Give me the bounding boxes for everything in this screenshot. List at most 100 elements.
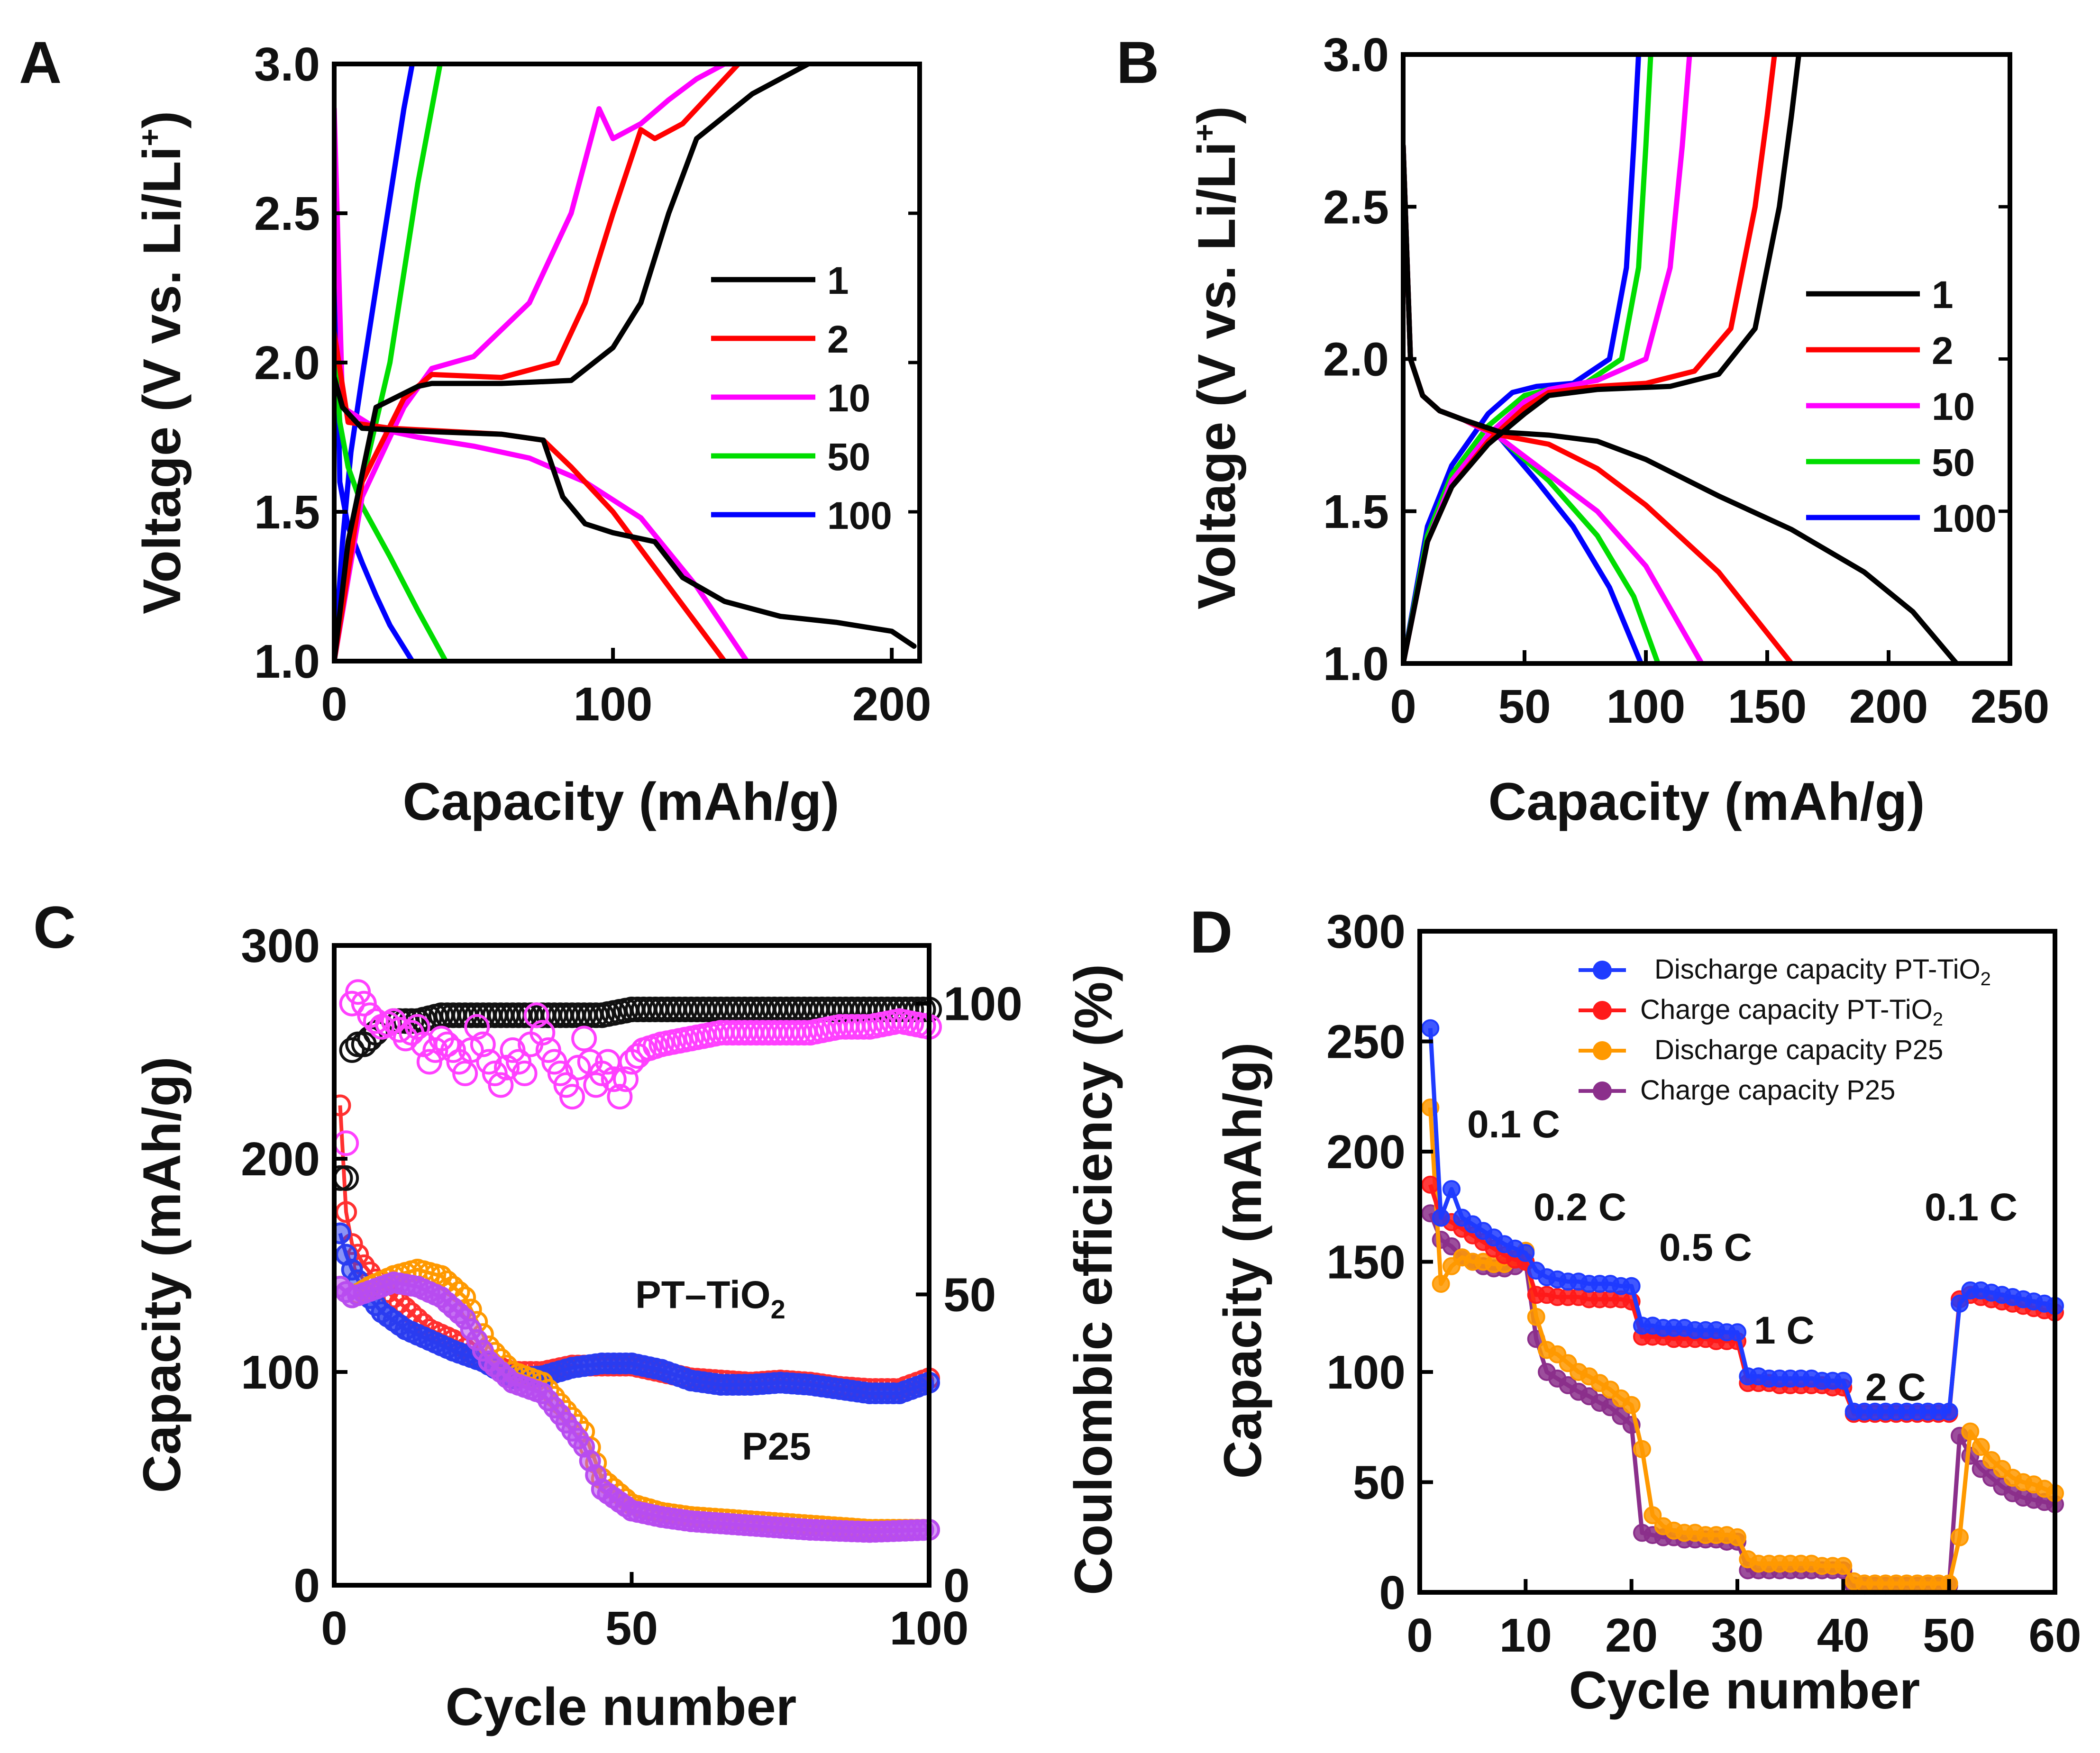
panel-a-y-tick-label: 1.0 <box>254 635 320 688</box>
panel-c-point-p25-coulombic-efficiency <box>553 1072 579 1098</box>
panel-c-point-p25-coulombic-efficiency <box>565 1054 591 1081</box>
panel-c-point-p25-coulombic-efficiency <box>482 1061 508 1086</box>
panel-a-x-tick-label: 200 <box>852 678 931 731</box>
panel-a-series-1-charge <box>334 64 811 661</box>
panel-d-x-tick-label: 60 <box>2028 1609 2081 1662</box>
panel-d-point-discharge-capacity-p25 <box>1961 1422 1980 1441</box>
panel-c-x-axis-title: Cycle number <box>446 1677 797 1736</box>
panel-b-y-tick-label: 2.0 <box>1323 333 1389 386</box>
panel-b-x-tick-label: 250 <box>1971 680 2050 733</box>
panel-d-legend: Discharge capacity PT-TiO2 Charge capacit… <box>1579 954 1991 1106</box>
panel-c-point-p25-coulombic-efficiency <box>601 1066 627 1092</box>
panel-a-legend-label-100: 100 <box>827 494 892 537</box>
panel-b-x-tick-label: 0 <box>1390 680 1416 733</box>
panel-c-point-p25-coulombic-efficiency <box>607 1084 633 1110</box>
panel-d-rate-label-5: 0.1 C <box>1925 1186 2018 1229</box>
panel-c-y2-axis-title: Coulombic efficiency (%) <box>1064 964 1123 1595</box>
panel-d-point-discharge-capacity-p25 <box>1633 1440 1651 1458</box>
panel-d-rate-label-3: 1 C <box>1754 1309 1815 1352</box>
panel-d-point-discharge-capacity-p25 <box>1622 1396 1641 1414</box>
panel-b-label: B <box>1116 30 1159 96</box>
panel-c-y2-tick-label: 50 <box>943 1268 996 1321</box>
panel-b-x-tick-label: 200 <box>1849 680 1928 733</box>
panel-d-point-discharge-capacity-pt-tio2 <box>1728 1323 1746 1342</box>
panel-d-x-tick-label: 0 <box>1406 1609 1433 1662</box>
panel-c-y2-tick-label: 100 <box>943 978 1023 1031</box>
panel-a-series-1-discharge <box>334 375 917 649</box>
panel-d-point-discharge-capacity-pt-tio2 <box>1421 1019 1440 1037</box>
panel-a-legend-label-10: 10 <box>827 377 870 420</box>
panel-c-point-p25-coulombic-efficiency <box>511 1061 538 1086</box>
panel-c-point-p25-coulombic-efficiency <box>589 1061 615 1086</box>
panel-d-legend-swatch-marker-charge-capacity-p25 <box>1593 1081 1612 1100</box>
panel-c-point-pt-tio2-coulombic-efficiency <box>345 1031 371 1057</box>
panel-b-x-tick-label: 50 <box>1498 680 1551 733</box>
panel-d-label: D <box>1190 899 1233 965</box>
panel-b-y-tick-label: 1.5 <box>1323 485 1389 538</box>
panel-c-point-p25-coulombic-efficiency <box>506 1049 531 1075</box>
panel-c-point-pt-tio2-discharge <box>334 1094 351 1117</box>
panel-c-point-p25-coulombic-efficiency <box>470 1031 496 1057</box>
panel-a-tick-layer: 0 100 200 1.0 1.5 2.0 2.5 3.0 <box>254 38 931 731</box>
panel-c-point-pt-tio2-charge <box>334 1222 351 1244</box>
panel-d-rate-labels: 0.1 C 0.2 C 0.5 C1 C 2 C 0.1 C <box>1467 1103 2018 1409</box>
panel-b-y-tick-label: 1.0 <box>1323 637 1389 690</box>
panel-c-point-p25-coulombic-efficiency <box>416 1049 442 1075</box>
panel-b-series-100-charge <box>1403 54 1642 663</box>
panel-c-x-tick-label: 50 <box>605 1602 658 1655</box>
panel-d-point-discharge-capacity-p25 <box>1972 1438 1990 1456</box>
panel-a: A 0 100 200 1.0 1.5 2.0 2.5 3.0 Capacity (mAh/g… <box>19 30 931 831</box>
panel-c-point-p25-coulombic-efficiency <box>464 1014 490 1040</box>
panel-d-point-discharge-capacity-p25 <box>1951 1528 1969 1546</box>
panel-d-y-tick-label: 50 <box>1353 1456 1406 1509</box>
panel-d-y-tick-label: 300 <box>1326 905 1406 958</box>
panel-a-series-10-charge <box>334 64 736 661</box>
panel-b-series-1-discharge <box>1403 143 1959 663</box>
panel-d-x-tick-label: 40 <box>1817 1609 1870 1662</box>
panel-d-point-charge-capacity-p25 <box>1443 1237 1461 1255</box>
panel-c-point-p25-coulombic-efficiency <box>422 1037 448 1063</box>
panel-c-point-p25-coulombic-efficiency <box>476 1049 502 1075</box>
panel-a-label: A <box>19 30 62 96</box>
panel-c-y-tick-label: 200 <box>241 1133 320 1186</box>
panel-d-point-discharge-capacity-p25 <box>1834 1557 1853 1575</box>
panel-d-point-discharge-capacity-pt-tio2 <box>1432 1208 1450 1227</box>
panel-d-x-tick-label: 50 <box>1923 1609 1975 1662</box>
panel-c-series-layer <box>334 979 942 1543</box>
panel-c-point-p25-coulombic-efficiency <box>851 1014 877 1040</box>
panel-d-legend-swatch-marker-charge-capacity-pt-tio2 <box>1593 1001 1612 1020</box>
panel-c-point-p25-coulombic-efficiency <box>440 1037 466 1063</box>
panel-b-legend-label-1: 1 <box>1932 273 1954 317</box>
panel-a-legend-label-2: 2 <box>827 318 849 361</box>
panel-c-point-p25-coulombic-efficiency <box>530 1020 556 1046</box>
panel-c-point-p25-coulombic-efficiency <box>547 1061 573 1086</box>
panel-a-legend-label-50: 50 <box>827 436 870 479</box>
panel-a-y-tick-label: 2.5 <box>254 187 320 240</box>
panel-d-y-axis-title: Capacity (mAh/g) <box>1213 1043 1272 1479</box>
panel-c-point-p25-coulombic-efficiency <box>613 1066 639 1092</box>
panel-a-x-tick-label: 100 <box>574 678 653 731</box>
panel-d-point-discharge-capacity-pt-tio2 <box>1940 1402 1958 1421</box>
panel-d-y-tick-label: 200 <box>1326 1126 1406 1179</box>
panel-c-point-p25-coulombic-efficiency <box>351 990 377 1017</box>
panel-c-y-tick-label: 300 <box>241 919 320 972</box>
panel-a-curves <box>334 64 917 661</box>
panel-a-y-tick-label: 2.0 <box>254 336 320 390</box>
panel-c-point-pt-tio2-coulombic-efficiency <box>339 1037 365 1063</box>
panel-b-y-axis-title: Voltage (V vs. Li/Li+) <box>1187 106 1246 609</box>
panel-c-x-tick-label: 0 <box>321 1602 347 1655</box>
panel-b-series-1-charge <box>1403 54 1802 663</box>
panel-c-point-p25-coulombic-efficiency <box>583 1072 609 1098</box>
panel-d-legend-label-discharge-capacity-pt-tio2: Discharge capacity PT-TiO2 <box>1654 954 1991 990</box>
panel-d-x-tick-label: 20 <box>1605 1609 1658 1662</box>
panel-d-y-tick-label: 250 <box>1326 1016 1406 1069</box>
panel-c-point-p25-coulombic-efficiency <box>559 1084 585 1110</box>
panel-a-series-2-charge <box>334 64 741 661</box>
panel-a-series-100-discharge <box>334 151 415 661</box>
panel-d-series-layer <box>1421 1019 2064 1595</box>
panel-c-point-p25-coulombic-efficiency <box>363 1008 389 1034</box>
panel-c-annotation-p25: P25 <box>742 1425 811 1468</box>
